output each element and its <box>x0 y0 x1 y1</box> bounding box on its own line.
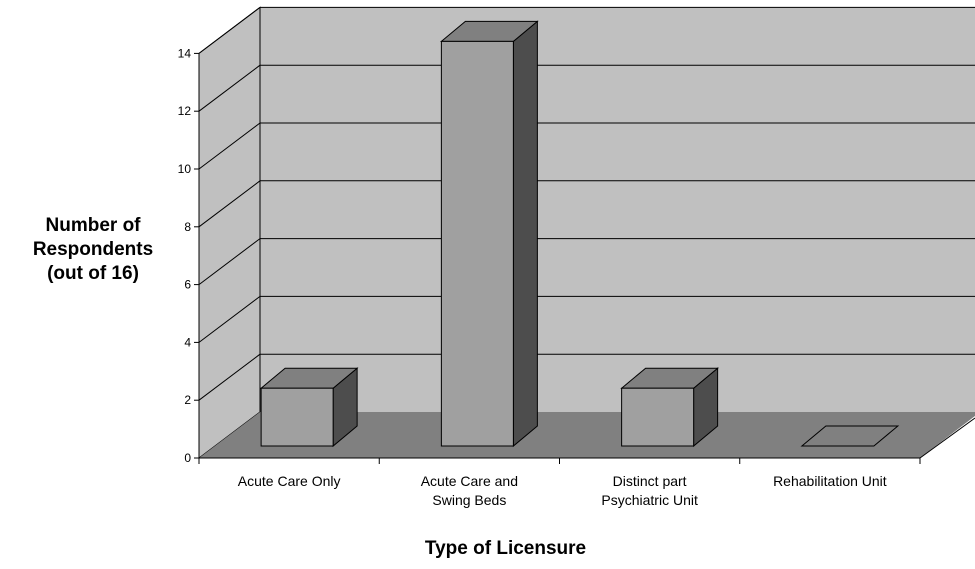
floor-edge <box>919 417 975 459</box>
side-wall <box>198 6 261 460</box>
side-gridline <box>198 180 261 228</box>
y-tick-label: 12 <box>178 104 192 118</box>
y-tick-label: 4 <box>184 335 191 349</box>
x-tick-label-line: Acute Care Only <box>237 473 341 489</box>
side-gridline <box>198 64 261 112</box>
x-tick-label: Distinct part Psychiatric Unit <box>560 472 740 510</box>
x-tick-label-line: Psychiatric Unit <box>601 492 698 508</box>
side-gridline <box>198 296 261 343</box>
y-tick-label: 0 <box>184 451 191 465</box>
side-gridline <box>198 353 261 401</box>
y-axis-title: Number of Respondents (out of 16) <box>0 214 186 286</box>
side-gridline <box>198 122 261 170</box>
y-tick-label: 14 <box>178 46 192 60</box>
side-gridline <box>198 238 261 285</box>
bar-1 <box>440 40 514 447</box>
bar-2 <box>621 387 695 447</box>
x-tick-label: Rehabilitation Unit <box>740 472 920 491</box>
y-tick-label: 6 <box>184 278 191 292</box>
y-axis-title-line-1: Number of <box>45 215 141 236</box>
x-tick-label-line: Rehabilitation Unit <box>773 473 887 489</box>
bar-side-1 <box>512 20 538 448</box>
floor <box>199 412 975 458</box>
side-gridline <box>198 7 261 54</box>
x-tick-label-line: Swing Beds <box>432 492 507 508</box>
bar-0 <box>260 387 334 447</box>
x-tick-label: Acute Care Only <box>199 472 379 491</box>
x-axis-title: Type of Licensure <box>0 538 975 560</box>
y-tick-label: 2 <box>184 393 191 407</box>
x-axis-title-text: Type of Licensure <box>424 538 587 559</box>
y-axis-title-line-3: (out of 16) <box>47 263 139 284</box>
y-tick-label: 8 <box>184 220 191 234</box>
y-axis-title-line-2: Respondents <box>32 239 154 260</box>
y-tick-label: 10 <box>178 162 192 176</box>
back-wall <box>260 7 975 413</box>
bar-3 <box>800 425 900 447</box>
x-tick-label-line: Distinct part <box>612 473 687 489</box>
x-tick-label-line: Acute Care and <box>420 473 519 489</box>
x-tick-label: Acute Care and Swing Beds <box>379 472 559 510</box>
